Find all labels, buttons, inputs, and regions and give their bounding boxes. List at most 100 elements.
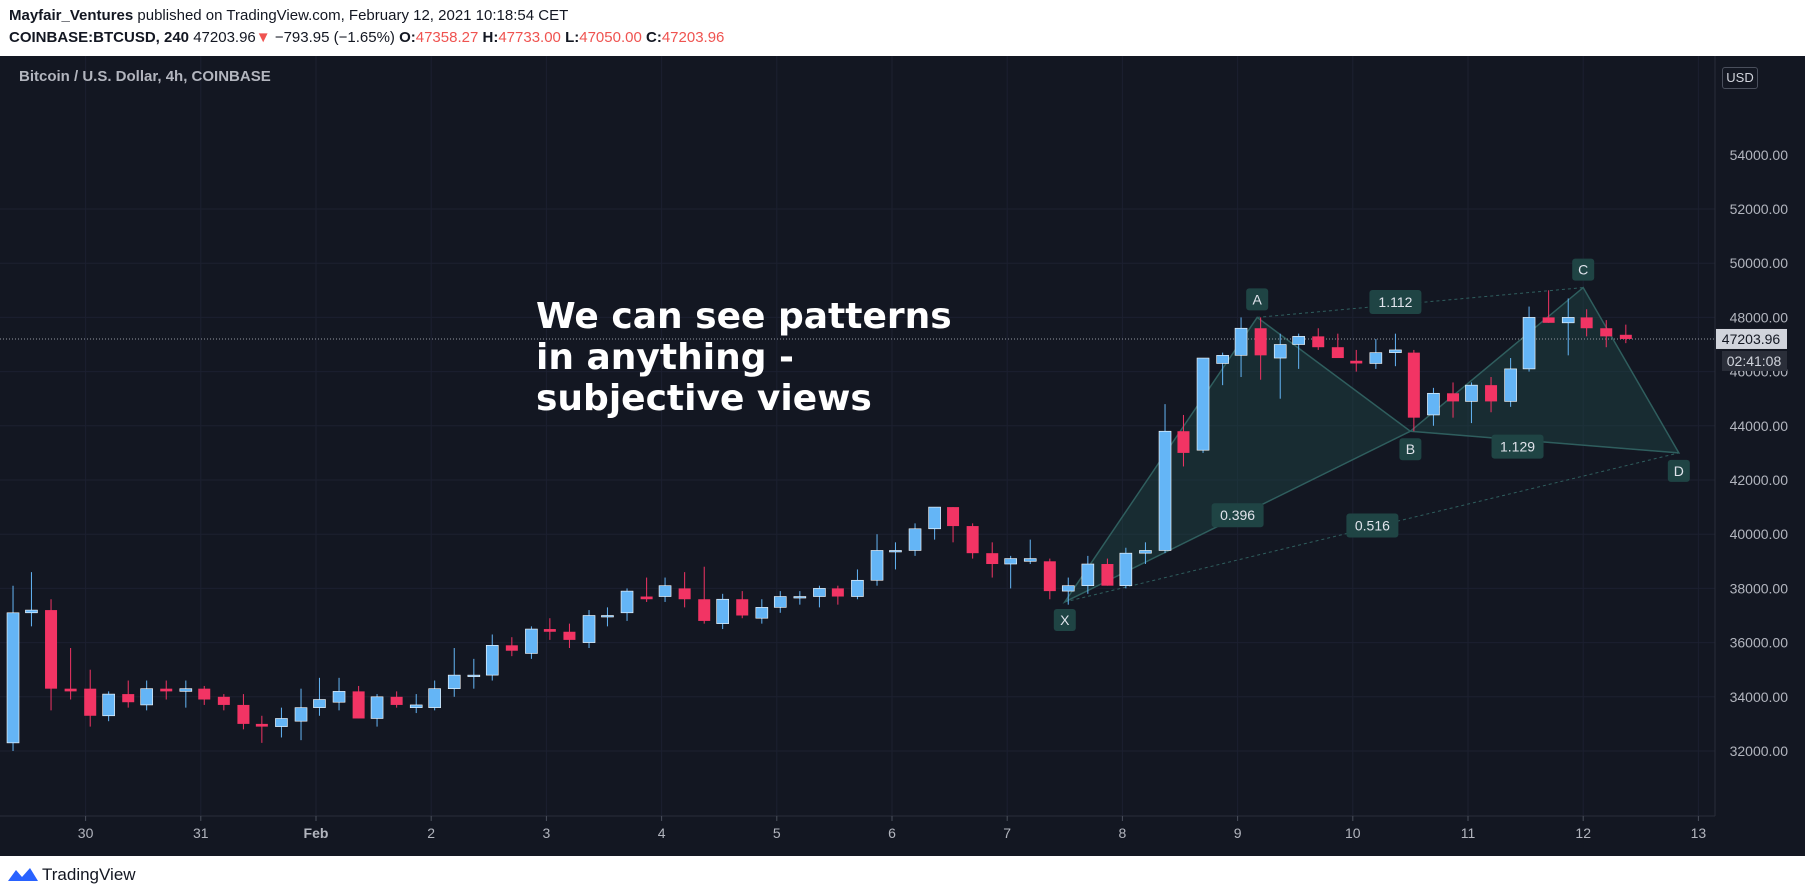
pattern-point-x: X [1060,612,1070,628]
candle-bear [1600,328,1613,337]
candle-bear [1580,317,1593,329]
annotation-text: We can see patterns in anything - subjec… [536,296,952,419]
candle-bull [1465,384,1478,402]
x-tick-label: 11 [1461,825,1476,841]
candle-bear [698,599,711,621]
y-tick-label: 34000.00 [1730,689,1789,705]
candle-bull [1273,344,1287,359]
x-tick-label: 12 [1575,825,1591,841]
candle-bear [198,688,211,700]
candle-bear [1101,564,1114,586]
candle-bull [102,693,115,717]
x-tick-label: 5 [773,825,781,841]
currency-button[interactable]: USD [1722,67,1758,89]
last-price-tag: 47203.96 02:41:08 [1716,328,1787,371]
y-tick-label: 40000.00 [1730,526,1789,542]
ratio-badge [1211,503,1264,528]
chart-header: Mayfair_Ventures published on TradingVie… [0,0,1805,56]
high-label: H: [482,29,499,46]
x-tick-label: 8 [1119,825,1127,841]
pattern-point-badge [1399,438,1422,461]
chart-grid [0,56,1715,816]
candle-bull [1196,357,1210,451]
y-tick-label-partial: 54000.00 [1730,147,1789,163]
pattern-labels: X A B C D 0.396 1.112 1.129 0.516 [1053,258,1690,631]
candle-bull [870,550,884,581]
candle-bear [84,688,97,716]
candle-bear [352,691,365,719]
x-tick-label: 30 [78,825,94,841]
pattern-point-badge [1246,288,1269,311]
down-arrow-icon: ▼ [255,29,271,46]
y-tick-label: 50000.00 [1730,255,1789,271]
candle-bear [831,588,844,597]
candle-bull [370,696,384,719]
y-tick-label: 42000.00 [1730,472,1789,488]
candle-bull [1061,585,1075,592]
x-tick-label: 13 [1691,825,1707,841]
x-tick-label: 7 [1003,825,1011,841]
time-axis[interactable]: 30 31 Feb 2 3 4 5 6 7 8 9 10 11 12 13 [78,816,1707,841]
ratio-badge [1369,289,1422,314]
publish-info: published on TradingView.com, February 1… [137,7,569,24]
candle-bull [620,590,634,614]
last-price-tag-text: 47203.96 [1722,331,1781,347]
candle-bull [889,550,902,553]
x-tick-label: Feb [304,825,329,841]
y-tick-label: 52000.00 [1730,201,1789,217]
candle-bull [1139,550,1152,554]
low-label: L: [565,29,580,46]
pattern-point-b: B [1406,441,1415,457]
candle-bear [1407,352,1420,418]
x-tick-label: 2 [427,825,435,841]
tradingview-brand: TradingView [42,865,136,884]
candle-bear [986,553,999,565]
low-value: 47050.00 [579,29,642,46]
candle-bull [1119,552,1133,586]
candle-bear [237,704,250,724]
candle-bull [140,688,153,706]
candle-bull [294,707,308,722]
candle-bear [640,596,653,600]
candle-bull [1004,558,1017,565]
pattern-point-badge [1572,258,1595,281]
candle-bull [773,596,787,608]
candle-bull [928,506,941,530]
candle-bear [1350,360,1363,364]
candle-bull [1504,368,1517,402]
candle-bull [1292,336,1305,345]
x-tick-label: 10 [1345,825,1361,841]
candle-bear [947,507,960,527]
pattern-line-BD [1410,430,1679,454]
candle-bear [217,696,230,705]
candle-bull [313,699,326,708]
annotation-line-1: We can see patterns [536,296,952,337]
tradingview-logo[interactable]: TradingView [8,865,136,885]
ratio-label: 0.516 [1355,518,1390,534]
candle-bull [908,528,922,551]
annotation-line-2: in anything - [536,337,794,378]
y-tick-label: 44000.00 [1730,418,1789,434]
candle-bear [1177,431,1190,453]
candle-bull [467,674,481,677]
x-tick-label: 4 [658,825,666,841]
x-tick-label: 6 [888,825,896,841]
candle-bear [1043,561,1056,592]
y-tick-label: 38000.00 [1730,580,1789,596]
candle-bear [543,629,556,632]
candle-bear [563,631,576,640]
candle-bull [179,688,193,692]
candle-bear [64,688,77,692]
y-tick-label: 36000.00 [1730,635,1789,651]
price-chart[interactable]: X A B C D 0.396 1.112 1.129 0.516 32000.00 34000.… [0,56,1805,856]
candle-bull [1369,352,1383,364]
y-tick-label: 32000.00 [1730,743,1789,759]
author-name[interactable]: Mayfair_Ventures [9,7,134,24]
candle-bull [409,704,423,708]
candle-bear [505,645,518,651]
candle-bear [122,694,135,703]
candle-bull [1389,349,1402,353]
candle-bull [1081,563,1095,586]
close-value: 47203.96 [661,29,725,46]
candle-bull [813,588,826,597]
